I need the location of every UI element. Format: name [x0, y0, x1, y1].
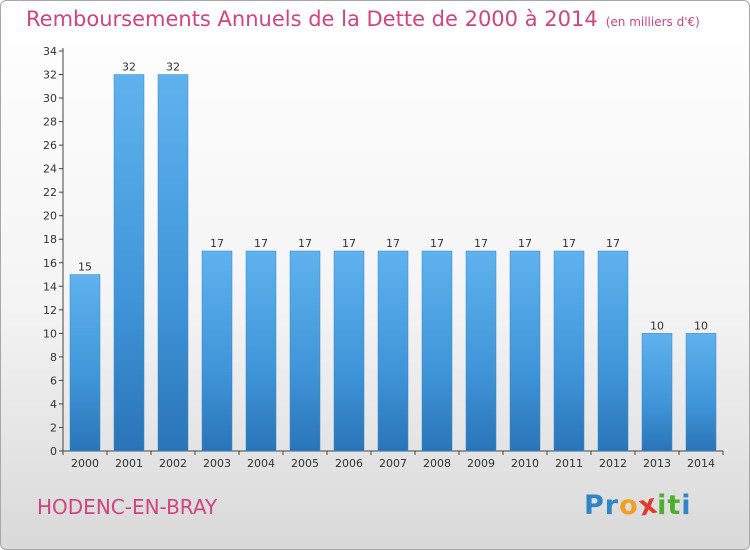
proxiti-logo[interactable]: Proxiti: [584, 488, 692, 522]
logo-letter: i: [657, 490, 668, 521]
y-tick-label: 8: [50, 351, 57, 364]
x-tick-label: 2004: [247, 457, 275, 470]
y-tick-label: 32: [43, 69, 57, 82]
y-tick-label: 0: [50, 445, 57, 458]
bar: [289, 250, 321, 452]
x-tick-label: 2006: [335, 457, 363, 470]
bar: [157, 74, 189, 452]
data-label: 17: [606, 237, 620, 250]
y-tick-label: 20: [43, 210, 57, 223]
data-label: 17: [298, 237, 312, 250]
bar: [69, 274, 101, 452]
bar: [201, 250, 233, 452]
bar: [113, 74, 145, 452]
bar: [685, 333, 717, 452]
data-label: 17: [474, 237, 488, 250]
y-tick-label: 6: [50, 374, 57, 387]
bar-chart: 0246810121416182022242628303234152000322…: [43, 45, 724, 470]
x-tick-label: 2014: [687, 457, 715, 470]
logo-letter: o: [619, 490, 639, 521]
bar: [509, 250, 541, 452]
data-label: 17: [254, 237, 268, 250]
bar: [245, 250, 277, 452]
data-label: 17: [562, 237, 576, 250]
data-label: 17: [386, 237, 400, 250]
chart-subtitle: (en milliers d'€): [605, 15, 700, 29]
town-name: HODENC-EN-BRAY: [37, 495, 218, 519]
y-tick-label: 2: [50, 421, 57, 434]
y-tick-label: 18: [43, 233, 57, 246]
x-tick-label: 2001: [115, 457, 143, 470]
x-tick-label: 2005: [291, 457, 319, 470]
chart-title: Remboursements Annuels de la Dette de 20…: [26, 7, 598, 31]
logo-letter: i: [681, 490, 692, 521]
x-tick-label: 2009: [467, 457, 495, 470]
y-tick-label: 30: [43, 92, 57, 105]
x-tick-label: 2008: [423, 457, 451, 470]
x-tick-label: 2007: [379, 457, 407, 470]
y-tick-label: 26: [43, 139, 57, 152]
y-tick-label: 28: [43, 116, 57, 129]
bar: [333, 250, 365, 452]
x-tick-label: 2002: [159, 457, 187, 470]
y-tick-label: 14: [43, 280, 57, 293]
x-tick-label: 2010: [511, 457, 539, 470]
x-tick-label: 2012: [599, 457, 627, 470]
y-tick-label: 22: [43, 186, 57, 199]
data-label: 10: [694, 319, 708, 332]
x-tick-label: 2013: [643, 457, 671, 470]
data-label: 17: [430, 237, 444, 250]
bar: [553, 250, 585, 452]
y-tick-label: 4: [50, 398, 57, 411]
y-tick-label: 10: [43, 327, 57, 340]
data-label: 17: [518, 237, 532, 250]
y-tick-label: 12: [43, 304, 57, 317]
bar: [465, 250, 497, 452]
data-label: 17: [342, 237, 356, 250]
x-tick-label: 2011: [555, 457, 583, 470]
data-label: 17: [210, 237, 224, 250]
logo-letter: P: [584, 490, 605, 521]
data-label: 32: [166, 61, 180, 74]
bar: [377, 250, 409, 452]
logo-letter: r: [604, 490, 620, 521]
bar: [597, 250, 629, 452]
y-tick-label: 16: [43, 257, 57, 270]
bar: [641, 333, 673, 452]
y-tick-label: 24: [43, 163, 57, 176]
data-label: 10: [650, 319, 664, 332]
chart-title-block: Remboursements Annuels de la Dette de 20…: [26, 7, 700, 31]
bar: [421, 250, 453, 452]
x-tick-label: 2000: [71, 457, 99, 470]
data-label: 15: [78, 261, 92, 274]
x-tick-label: 2003: [203, 457, 231, 470]
y-tick-label: 34: [43, 45, 57, 58]
data-label: 32: [122, 61, 136, 74]
logo-letter: t: [667, 490, 682, 521]
